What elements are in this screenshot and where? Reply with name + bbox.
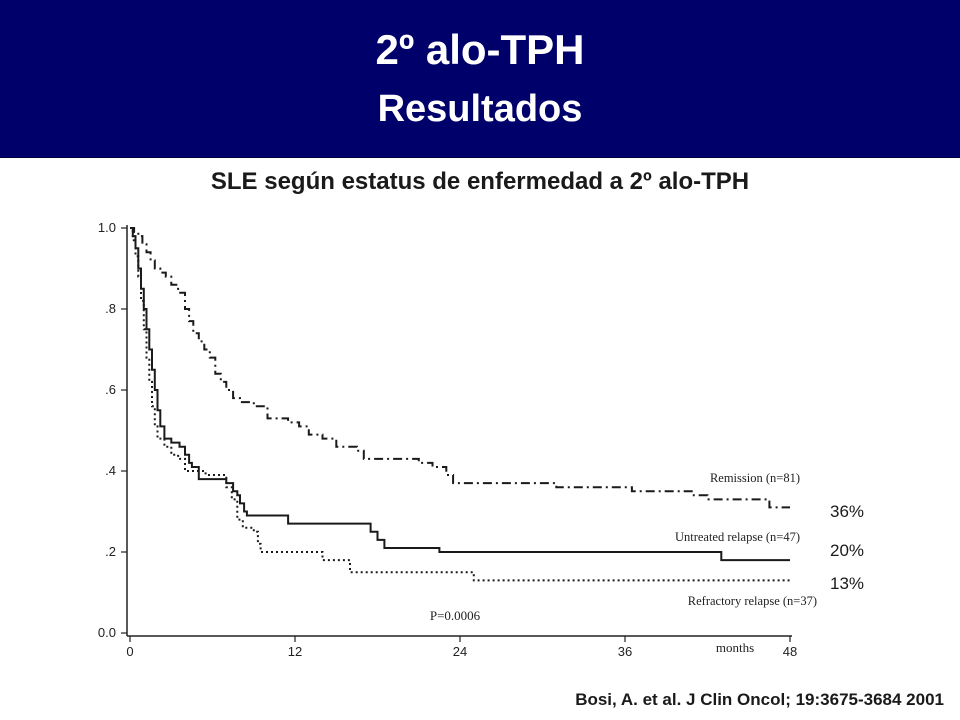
y-tick-label: .2 <box>105 544 116 559</box>
x-axis-label: months <box>716 640 754 655</box>
x-tick-label: 0 <box>126 644 133 659</box>
p-value-annotation: P=0.0006 <box>430 608 481 623</box>
y-tick-label: 1.0 <box>98 220 116 235</box>
untreated-relapse-end-value: 20% <box>830 541 864 560</box>
citation: Bosi, A. et al. J Clin Oncol; 19:3675-36… <box>575 690 944 709</box>
slide-subtitle: Resultados <box>377 88 583 130</box>
x-tick-label: 24 <box>453 644 467 659</box>
remission-curve <box>130 227 790 509</box>
y-tick-label: .8 <box>105 301 116 316</box>
remission-end-value: 36% <box>830 502 864 521</box>
refractory-relapse-curve <box>130 227 790 582</box>
remission-label: Remission (n=81) <box>710 471 800 485</box>
x-tick-label: 12 <box>288 644 302 659</box>
slide-title: 2º alo-TPH <box>375 26 585 73</box>
untreated-relapse-curve <box>130 227 790 562</box>
y-tick-label: .6 <box>105 382 116 397</box>
x-tick-label: 36 <box>618 644 632 659</box>
y-tick-label: 0.0 <box>98 625 116 640</box>
x-tick-label: 48 <box>783 644 797 659</box>
slide-header: 2º alo-TPH Resultados <box>0 0 960 158</box>
refractory-relapse-end-value: 13% <box>830 574 864 593</box>
chart-title: SLE según estatus de enfermedad a 2º alo… <box>210 168 750 195</box>
untreated-relapse-label: Untreated relapse (n=47) <box>675 530 800 544</box>
refractory-relapse-label: Refractory relapse (n=37) <box>688 594 817 608</box>
y-tick-label: .4 <box>105 463 116 478</box>
